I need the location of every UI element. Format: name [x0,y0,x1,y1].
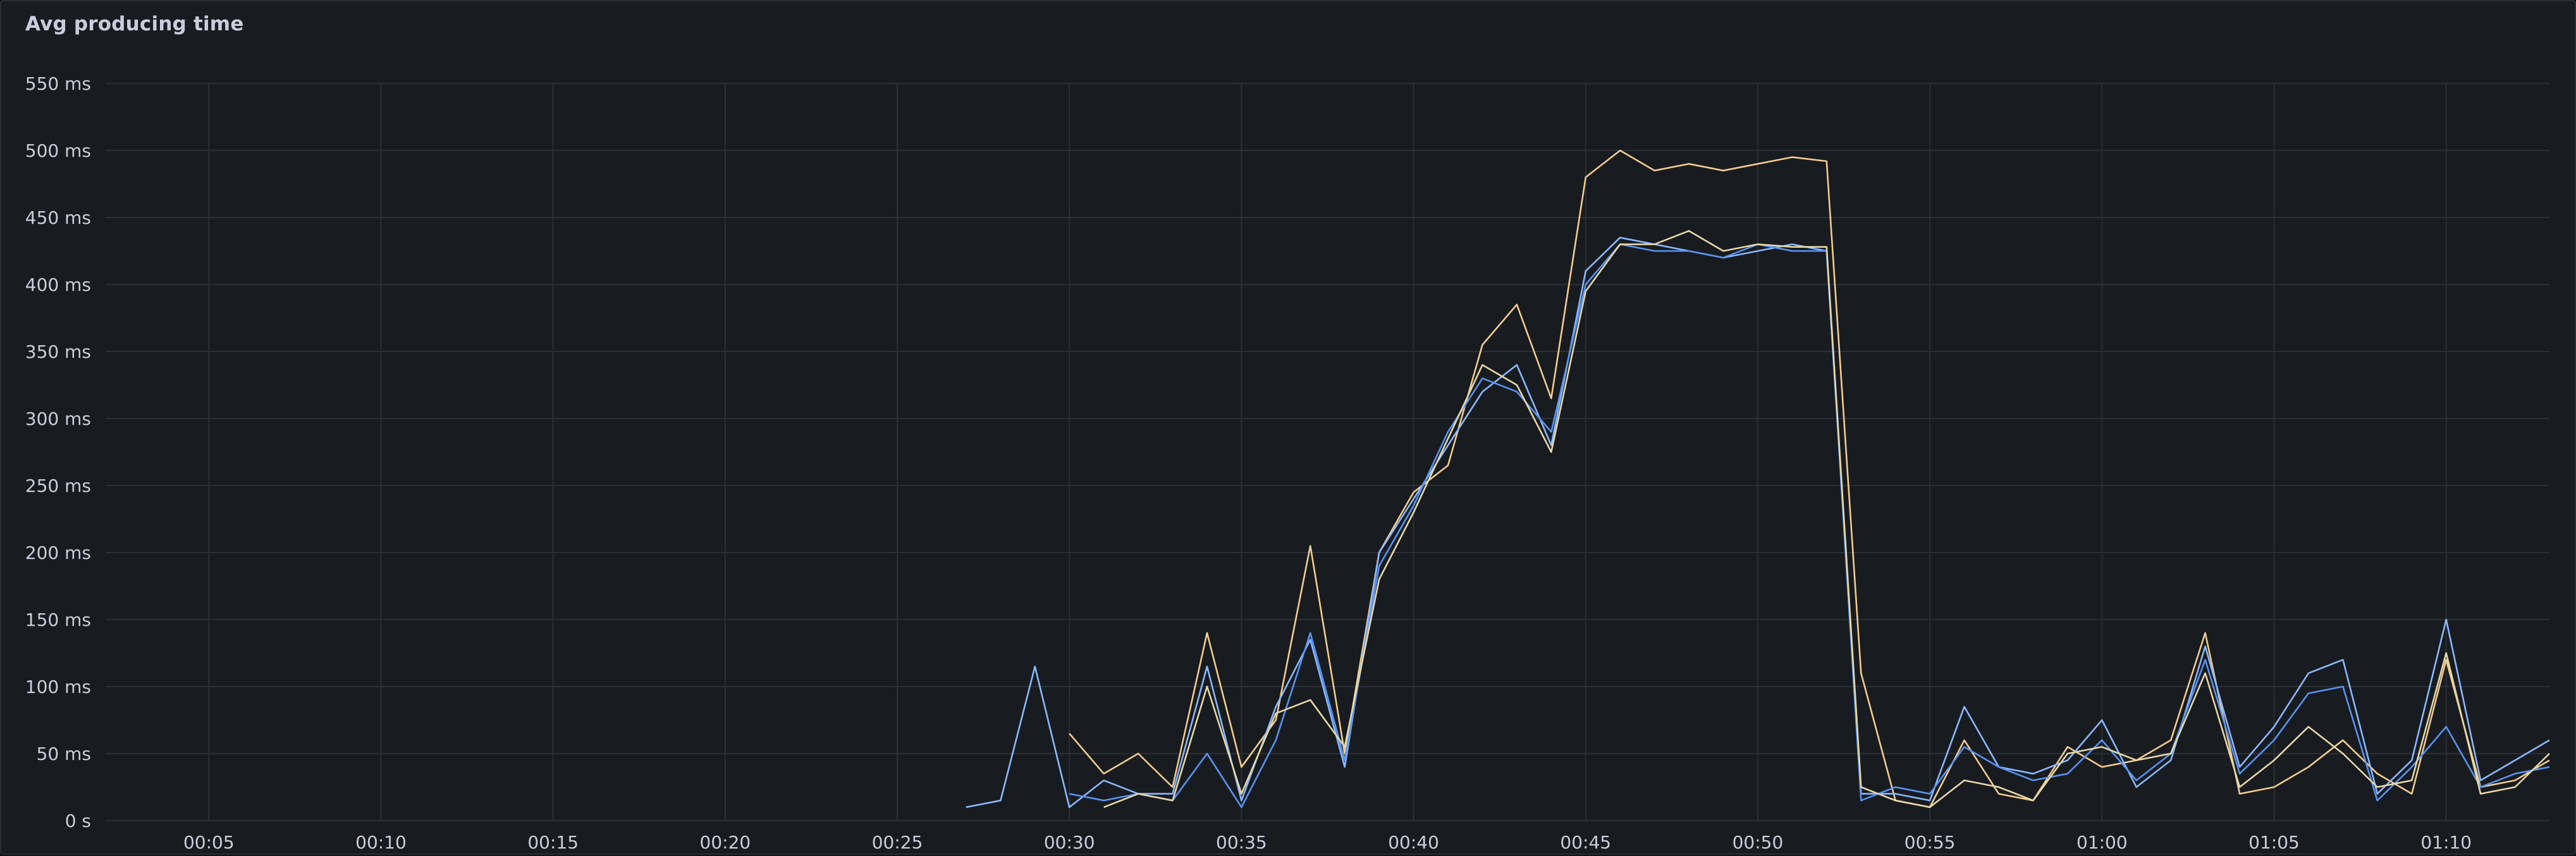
y-tick-label: 250 ms [25,475,91,496]
y-tick-label: 150 ms [25,609,91,630]
x-tick-label: 00:15 [527,832,579,853]
x-tick-label: 00:40 [1388,832,1439,853]
x-tick-label: 01:10 [2420,832,2472,853]
y-tick-label: 50 ms [37,743,91,764]
y-tick-label: 550 ms [25,73,91,94]
x-tick-label: 01:05 [2248,832,2300,853]
x-tick-label: 00:05 [183,832,235,853]
panel-title: Avg producing time [25,13,244,35]
series-line-1 [1069,149,2550,809]
grid-lines [106,83,2549,821]
y-tick-label: 450 ms [25,207,91,228]
x-axis-ticks: 00:05 00:10 00:15 00:20 00:25 00:30 00:35 00:40… [183,832,2472,853]
y-tick-label: 300 ms [25,408,91,429]
series-line-4 [1069,243,2550,809]
y-tick-label: 0 s [65,810,91,831]
series-lines [966,149,2550,809]
x-tick-label: 00:20 [700,832,751,853]
x-tick-label: 00:10 [355,832,407,853]
x-tick-label: 00:45 [1560,832,1611,853]
x-tick-label: 00:50 [1733,832,1784,853]
x-tick-label: 00:25 [872,832,923,853]
x-tick-label: 00:30 [1044,832,1095,853]
y-axis-ticks: 0 s 50 ms 100 ms 150 ms 200 ms 250 ms 300 ms 35… [25,73,91,831]
series-line-6 [1103,229,2550,809]
x-tick-label: 00:35 [1216,832,1267,853]
x-tick-label: 00:55 [1904,832,1956,853]
x-tick-label: 01:00 [2076,832,2128,853]
y-tick-label: 400 ms [25,274,91,295]
y-tick-label: 100 ms [25,676,91,697]
y-tick-label: 350 ms [25,341,91,362]
y-tick-label: 500 ms [25,140,91,161]
y-tick-label: 200 ms [25,542,91,563]
